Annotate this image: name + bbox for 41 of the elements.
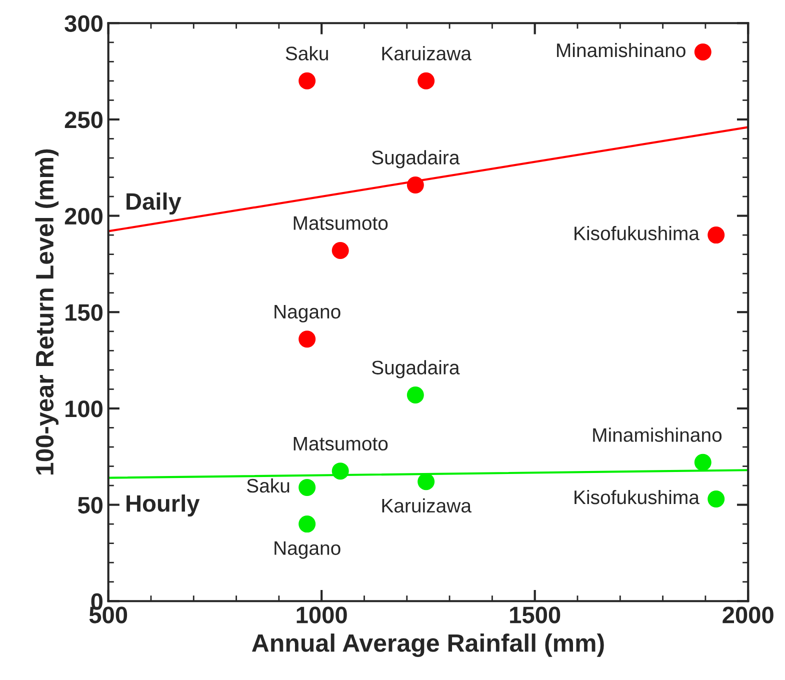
annotation: Matsumoto xyxy=(294,436,388,451)
annotation: Nagano xyxy=(274,305,340,322)
annotation: Nagano xyxy=(274,541,340,559)
point xyxy=(298,516,316,533)
annotation: Kisofukushima xyxy=(574,490,700,504)
series-label: Hourly xyxy=(126,494,200,516)
x-tick-label: 1000 xyxy=(296,606,347,624)
y-tick-label: 100 xyxy=(66,400,103,418)
x-axis-title: Annual Average Rainfall (mm) xyxy=(252,634,604,657)
annotation: Kisofukushima xyxy=(574,226,700,240)
y-tick-label: 200 xyxy=(64,208,103,225)
annotation: Sugadaira xyxy=(372,360,460,378)
point xyxy=(418,72,435,90)
annotation: Karuizawa xyxy=(382,46,472,60)
x-tick-label: 1500 xyxy=(510,606,560,624)
point xyxy=(332,242,349,259)
annotation: Matsumoto xyxy=(294,216,388,230)
point xyxy=(298,330,316,348)
point xyxy=(708,226,725,244)
annotation: Karuizawa xyxy=(382,498,472,513)
point xyxy=(332,462,349,480)
y-tick-label: 250 xyxy=(64,112,103,128)
annotation: Saku xyxy=(286,46,328,60)
point xyxy=(298,72,316,90)
y-axis-title: 100-year Return Level (mm) xyxy=(35,149,59,474)
point xyxy=(708,490,725,508)
annotation: Saku xyxy=(246,478,290,493)
point xyxy=(406,386,424,404)
annotation: Minamishinano xyxy=(557,42,686,58)
y-tick-label: 300 xyxy=(64,15,103,32)
point xyxy=(406,176,424,194)
annotation: Sugadaira xyxy=(372,150,460,168)
annotation: Minamishinano xyxy=(593,428,722,442)
point xyxy=(694,44,712,61)
y-tick-label: 50 xyxy=(78,496,103,514)
point xyxy=(694,454,712,471)
point xyxy=(418,473,435,490)
x-tick-label: 2000 xyxy=(722,606,774,624)
point xyxy=(298,478,316,496)
series-label: Daily xyxy=(126,192,182,215)
y-tick-label: 150 xyxy=(66,304,103,321)
